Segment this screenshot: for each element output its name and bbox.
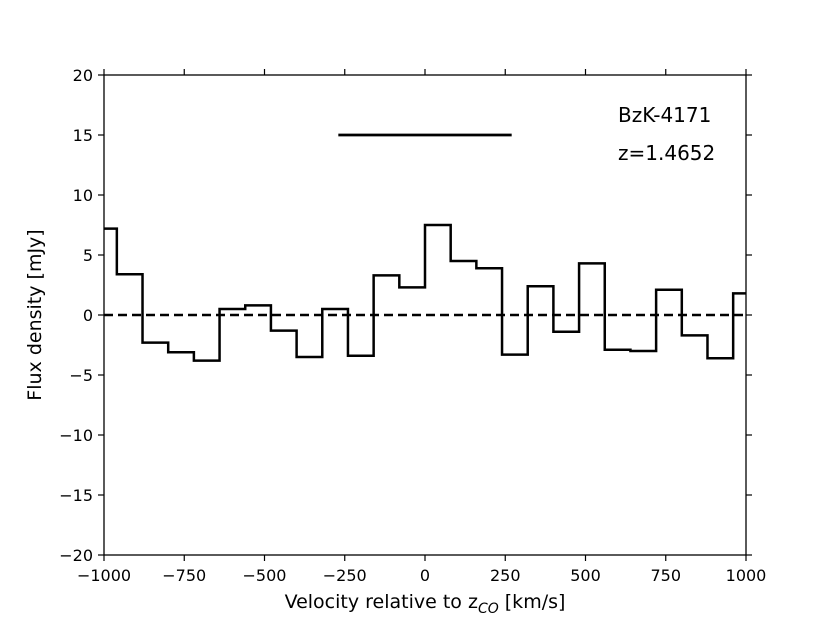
x-axis-label-main: Velocity relative to z [285, 591, 478, 613]
x-axis-label-tail: [km/s] [499, 591, 566, 613]
y-tick-label: −20 [59, 546, 93, 565]
x-axis-label-subscript: CO [478, 601, 499, 617]
y-tick-label: 5 [83, 246, 93, 265]
axis-tick-labels: −1000 −750 −500 −250 0 250 500 750 1000 −20 −15 −10… [59, 66, 766, 585]
axis-ticks [98, 69, 752, 561]
x-tick-label: −250 [323, 566, 367, 585]
x-tick-label: −750 [162, 566, 206, 585]
x-tick-label: −500 [243, 566, 287, 585]
redshift-annotation: z=1.4652 [618, 141, 715, 165]
x-tick-label: −1000 [77, 566, 131, 585]
source-name-annotation: BzK-4171 [618, 103, 711, 127]
y-tick-label: −10 [59, 426, 93, 445]
y-tick-label: 15 [73, 126, 93, 145]
y-tick-label: 10 [73, 186, 93, 205]
x-axis-label: Velocity relative to zCO [km/s] [285, 591, 566, 617]
y-axis-label: Flux density [mJy] [24, 229, 46, 400]
y-tick-label: −5 [69, 366, 93, 385]
x-tick-label: 500 [570, 566, 601, 585]
y-tick-label: 0 [83, 306, 93, 325]
y-tick-label: −15 [59, 486, 93, 505]
x-tick-label: 0 [420, 566, 430, 585]
x-tick-label: 250 [490, 566, 521, 585]
data-marks [104, 133, 746, 362]
flux-step-line [104, 223, 746, 362]
x-tick-label: 750 [650, 566, 681, 585]
x-tick-label: 1000 [726, 566, 767, 585]
y-tick-label: 20 [73, 66, 93, 85]
plot-frame [103, 74, 747, 556]
